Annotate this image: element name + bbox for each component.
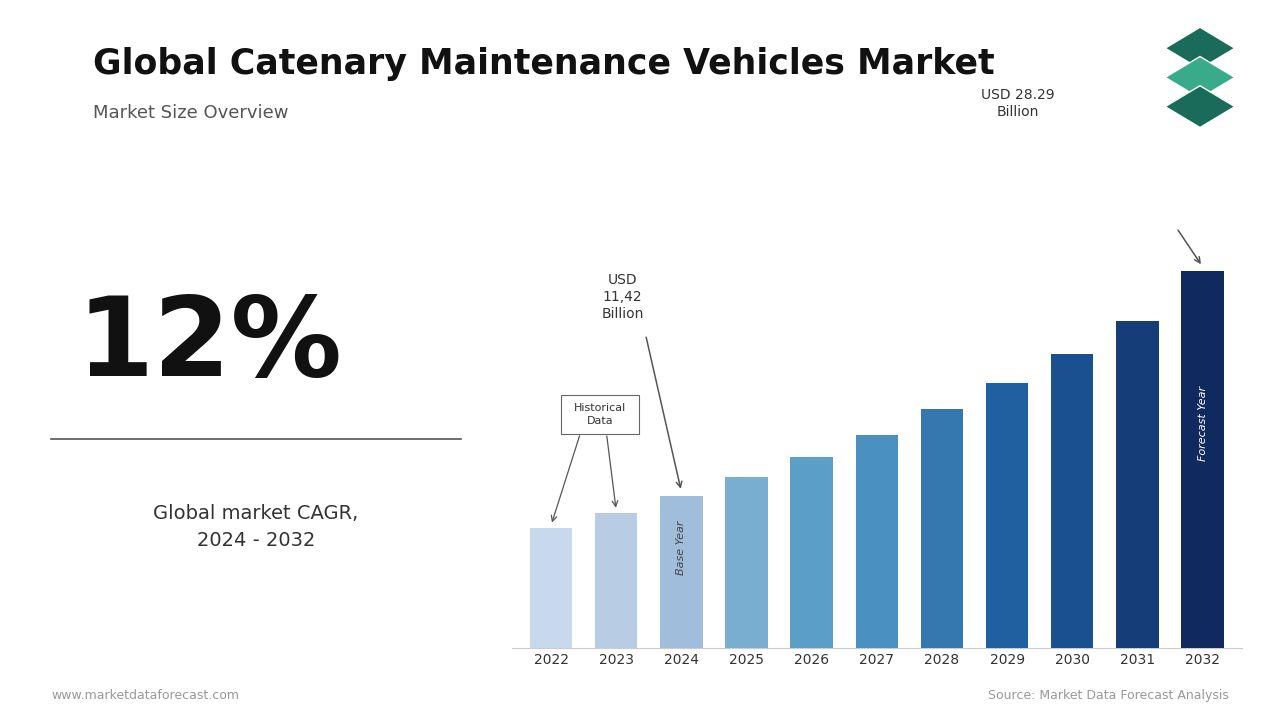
Text: Source: Market Data Forecast Analysis: Source: Market Data Forecast Analysis	[988, 689, 1229, 702]
Text: Global market CAGR,
2024 - 2032: Global market CAGR, 2024 - 2032	[154, 504, 358, 549]
Bar	[791, 457, 833, 648]
Polygon shape	[1165, 56, 1235, 98]
Bar	[855, 435, 899, 648]
Polygon shape	[1165, 27, 1235, 69]
Bar	[530, 528, 572, 648]
Text: Historical
Data: Historical Data	[573, 403, 626, 426]
Polygon shape	[1165, 86, 1235, 127]
Text: Global Catenary Maintenance Vehicles Market: Global Catenary Maintenance Vehicles Mar…	[93, 47, 995, 81]
Bar	[1051, 354, 1093, 648]
Bar	[1116, 321, 1158, 648]
Bar	[595, 513, 637, 648]
Text: USD 28.29
Billion: USD 28.29 Billion	[980, 88, 1055, 119]
Text: USD
11,42
Billion: USD 11,42 Billion	[602, 273, 644, 321]
Text: Base Year: Base Year	[676, 520, 686, 575]
Text: Market Size Overview: Market Size Overview	[93, 104, 289, 122]
Text: Forecast Year: Forecast Year	[1198, 386, 1207, 462]
Text: 12%: 12%	[77, 292, 343, 399]
Bar	[920, 409, 963, 648]
FancyBboxPatch shape	[561, 395, 639, 434]
Bar	[726, 477, 768, 648]
Bar	[986, 382, 1028, 648]
Text: www.marketdataforecast.com: www.marketdataforecast.com	[51, 689, 239, 702]
Bar	[1181, 271, 1224, 648]
Bar	[660, 495, 703, 648]
